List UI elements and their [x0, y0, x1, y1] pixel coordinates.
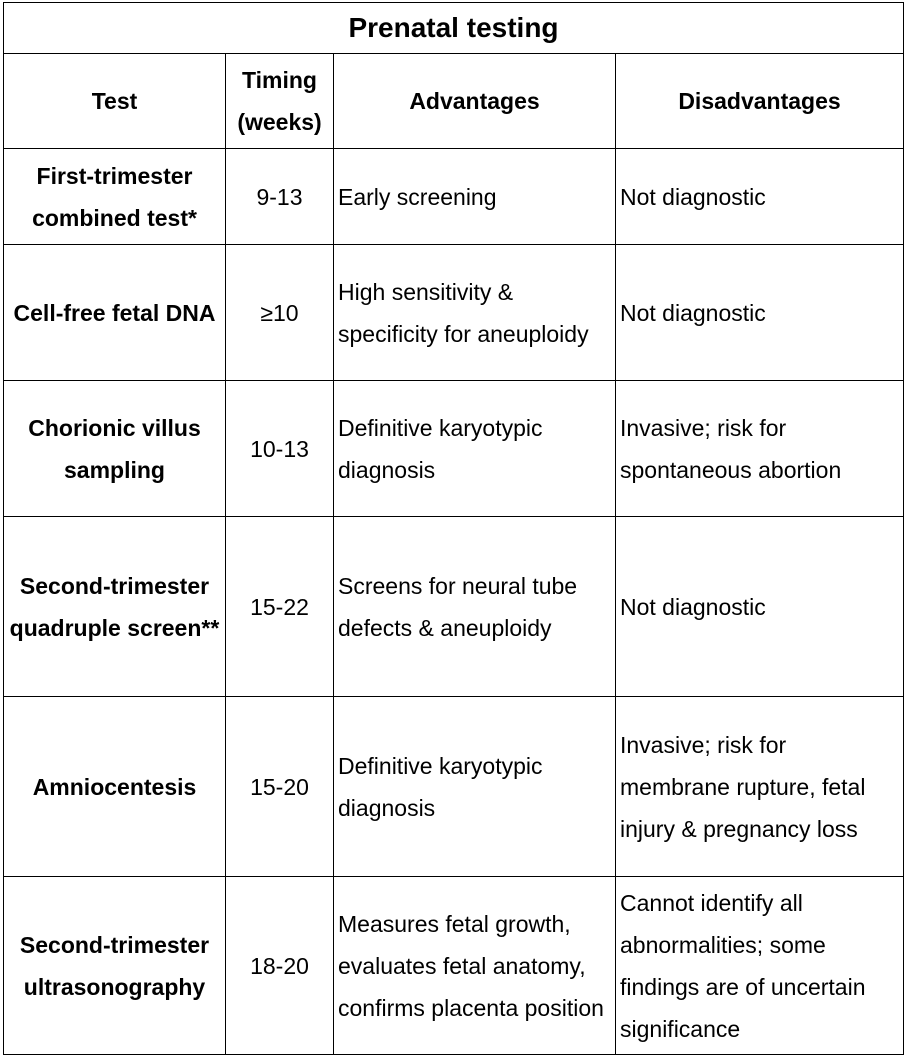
- table-row: Cell-free fetal DNA ≥10 High sensitivity…: [3, 244, 904, 381]
- title-row: Prenatal testing: [3, 2, 904, 54]
- header-row: Test Timing (weeks) Advantages Disadvant…: [3, 53, 904, 149]
- disadvantages-cell: Invasive; risk for membrane rupture, fet…: [615, 696, 904, 877]
- disadvantages-cell: Not diagnostic: [615, 516, 904, 697]
- header-advantages: Advantages: [333, 53, 616, 149]
- prenatal-testing-table: Prenatal testing Test Timing (weeks) Adv…: [3, 2, 904, 1055]
- test-cell: Chorionic villus sampling: [3, 380, 226, 517]
- table-row: Second-trimester quadruple screen** 15-2…: [3, 516, 904, 697]
- advantages-cell: Measures fetal growth, evaluates fetal a…: [333, 876, 616, 1055]
- timing-cell: 10-13: [225, 380, 334, 517]
- advantages-cell: Screens for neural tube defects & aneupl…: [333, 516, 616, 697]
- table-row: First-trimester combined test* 9-13 Earl…: [3, 148, 904, 245]
- disadvantages-cell: Not diagnostic: [615, 148, 904, 245]
- timing-cell: 9-13: [225, 148, 334, 245]
- timing-cell: 15-20: [225, 696, 334, 877]
- test-cell: First-trimester combined test*: [3, 148, 226, 245]
- disadvantages-cell: Cannot identify all abnormalities; some …: [615, 876, 904, 1055]
- table-row: Chorionic villus sampling 10-13 Definiti…: [3, 380, 904, 517]
- advantages-cell: Definitive karyotypic diagnosis: [333, 380, 616, 517]
- timing-cell: ≥10: [225, 244, 334, 381]
- test-cell: Second-trimester ultrasonography: [3, 876, 226, 1055]
- advantages-cell: High sensitivity & specificity for aneup…: [333, 244, 616, 381]
- header-timing: Timing (weeks): [225, 53, 334, 149]
- timing-cell: 18-20: [225, 876, 334, 1055]
- table-row: Second-trimester ultrasonography 18-20 M…: [3, 876, 904, 1055]
- table-row: Amniocentesis 15-20 Definitive karyotypi…: [3, 696, 904, 877]
- test-cell: Amniocentesis: [3, 696, 226, 877]
- header-disadvantages: Disadvantages: [615, 53, 904, 149]
- test-cell: Second-trimester quadruple screen**: [3, 516, 226, 697]
- disadvantages-cell: Invasive; risk for spontaneous abortion: [615, 380, 904, 517]
- header-test: Test: [3, 53, 226, 149]
- test-cell: Cell-free fetal DNA: [3, 244, 226, 381]
- disadvantages-cell: Not diagnostic: [615, 244, 904, 381]
- timing-cell: 15-22: [225, 516, 334, 697]
- advantages-cell: Early screening: [333, 148, 616, 245]
- advantages-cell: Definitive karyotypic diagnosis: [333, 696, 616, 877]
- table-title: Prenatal testing: [3, 2, 904, 54]
